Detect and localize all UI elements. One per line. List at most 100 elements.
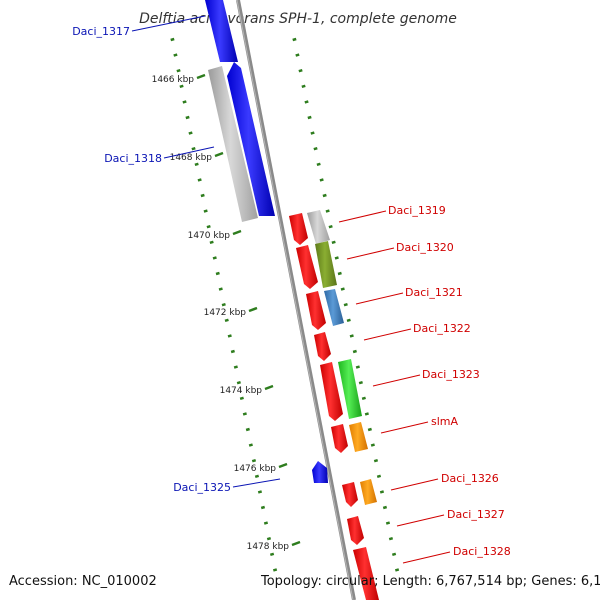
tick-mark	[313, 146, 318, 151]
tick-mark	[394, 568, 400, 572]
tick-mark	[173, 53, 178, 57]
gene-label-daci-1328[interactable]: Daci_1328	[453, 545, 511, 558]
gene-label-daci-1319[interactable]: Daci_1319	[388, 204, 446, 217]
tick-mark	[346, 318, 351, 323]
scale-label: 1466 kbp	[152, 75, 195, 85]
cog-block[interactable]	[324, 289, 344, 326]
scale-label: 1476 kbp	[234, 464, 277, 474]
tick-mark	[266, 536, 272, 541]
tick-mark	[230, 349, 235, 354]
tick-mark	[215, 271, 220, 276]
scale-label: 1474 kbp	[220, 386, 263, 396]
tick-mark	[352, 349, 357, 354]
cog-block[interactable]	[315, 241, 337, 288]
gene-label-daci-1322[interactable]: Daci_1322	[413, 322, 471, 335]
label-connectors	[131, 15, 451, 564]
tick-mark	[272, 568, 278, 572]
cog-block[interactable]	[349, 422, 368, 452]
tick-mark	[218, 287, 223, 291]
tick-mark	[385, 521, 391, 525]
gene-label-daci-1323[interactable]: Daci_1323	[422, 368, 480, 381]
scale-label: 1468 kbp	[170, 153, 213, 163]
tick-mark	[206, 224, 211, 229]
tick-mark	[376, 474, 382, 479]
tick-mark	[185, 115, 190, 120]
gene-arrow-daci-1318[interactable]	[227, 62, 275, 216]
gene-label-slma[interactable]: slmA	[431, 415, 459, 428]
gene-label-daci-1320[interactable]: Daci_1320	[396, 241, 454, 254]
topology-text: Topology: circular; Length: 6,767,514 bp…	[261, 574, 600, 589]
tick-mark	[325, 209, 330, 213]
tick-mark	[340, 287, 345, 291]
tick-mark	[179, 84, 184, 89]
gene-arrow-daci-1319[interactable]	[289, 213, 308, 245]
tick-mark	[295, 53, 300, 57]
tick-mark	[343, 302, 348, 307]
tick-mark	[224, 318, 229, 323]
tick-mark	[316, 162, 321, 167]
gene-label-daci-1318[interactable]: Daci_1318	[104, 152, 162, 165]
gene-label-daci-1326[interactable]: Daci_1326	[441, 472, 499, 485]
accession-text: Accession: NC_010002	[9, 574, 157, 589]
gene-arrow-daci-1325[interactable]	[312, 461, 328, 483]
tick-mark	[373, 458, 379, 463]
gene-labels: Daci_1317 Daci_1318 Daci_1325 Daci_1319 …	[72, 25, 511, 558]
tick-mark	[370, 443, 375, 447]
tick-mark	[203, 209, 208, 213]
map-title: Delftia acidovorans SPH-1, complete geno…	[139, 11, 457, 27]
gene-arrow-daci-1322[interactable]	[314, 332, 331, 361]
tick-mark	[391, 552, 397, 557]
tick-mark	[209, 240, 214, 245]
genome-backbone-highlight	[236, 0, 354, 600]
tick-mark	[310, 131, 315, 135]
tick-mark	[298, 68, 303, 73]
cog-track	[307, 210, 377, 505]
gene-block-grey-minus[interactable]	[208, 66, 258, 222]
tick-mark	[182, 100, 187, 104]
cog-block[interactable]	[338, 359, 362, 419]
tick-mark	[227, 334, 232, 338]
gene-label-daci-1325[interactable]: Daci_1325	[173, 481, 231, 494]
tick-mark	[301, 84, 306, 89]
gene-arrow-daci-1317[interactable]	[205, 0, 238, 62]
tick-mark	[245, 427, 250, 432]
gene-arrow-daci-1323[interactable]	[320, 362, 343, 421]
gene-label-daci-1317[interactable]: Daci_1317	[72, 25, 130, 38]
gene-label-daci-1321[interactable]: Daci_1321	[405, 286, 463, 299]
tick-mark	[260, 505, 266, 510]
tick-mark	[364, 412, 369, 416]
tick-mark	[328, 224, 333, 229]
tick-mark	[170, 37, 175, 42]
tick-mark	[188, 131, 193, 135]
tick-mark	[191, 146, 196, 151]
gene-arrow-daci-1328[interactable]	[353, 547, 379, 600]
gene-arrow-daci-1326[interactable]	[342, 482, 358, 507]
gene-arrow-slma[interactable]	[331, 424, 348, 453]
cog-block[interactable]	[360, 479, 377, 505]
gene-arrow-daci-1321[interactable]	[306, 291, 326, 330]
tick-mark	[257, 490, 263, 494]
tick-mark	[239, 396, 244, 401]
scale-label: 1472 kbp	[204, 308, 247, 318]
tick-mark	[194, 162, 199, 167]
tick-mark	[307, 115, 312, 120]
cog-block[interactable]	[307, 210, 330, 244]
gene-arrow-daci-1320[interactable]	[296, 245, 318, 289]
tick-mark	[269, 552, 275, 557]
tick-mark	[379, 490, 385, 494]
tick-mark	[176, 68, 181, 73]
tick-mark	[254, 474, 260, 479]
gene-arrow-daci-1327[interactable]	[347, 516, 364, 545]
tick-mark	[367, 427, 372, 432]
tick-mark	[236, 380, 241, 385]
tick-mark	[212, 256, 217, 260]
tick-mark	[200, 193, 205, 198]
scale-label: 1470 kbp	[188, 231, 231, 241]
tick-mark	[358, 380, 363, 385]
tick-mark	[337, 271, 342, 276]
tick-mark	[322, 193, 327, 198]
gene-label-daci-1327[interactable]: Daci_1327	[447, 508, 505, 521]
tick-mark	[334, 256, 339, 260]
tick-mark	[292, 37, 297, 42]
